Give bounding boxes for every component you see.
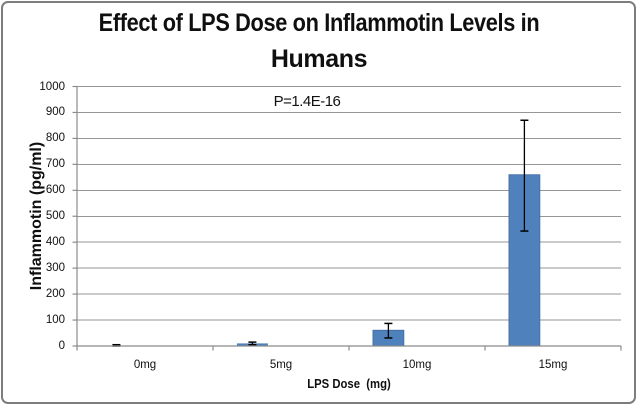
y-tick-label-700: 700 bbox=[45, 158, 65, 171]
y-tick-label-600: 600 bbox=[45, 184, 65, 197]
chart-title-line-2: Humans bbox=[270, 45, 368, 73]
x-tick-label-5mg: 5mg bbox=[269, 359, 293, 371]
y-tick-label-200: 200 bbox=[45, 288, 65, 301]
y-tick-label-900: 900 bbox=[45, 106, 65, 119]
chart-title: Effect of LPS Dose on Inflammotin Levels… bbox=[0, 5, 638, 77]
x-tick-label-15mg: 15mg bbox=[538, 359, 568, 371]
y-tick-label-400: 400 bbox=[45, 236, 65, 249]
y-tick-label-500: 500 bbox=[45, 210, 65, 223]
axes bbox=[72, 85, 622, 351]
x-tick-label-0mg: 0mg bbox=[133, 359, 157, 371]
y-tick-label-0: 0 bbox=[58, 340, 65, 352]
y-tick-label-800: 800 bbox=[45, 132, 65, 145]
x-axis-title: LPS Dose (mg) bbox=[307, 376, 391, 391]
y-tick-label-300: 300 bbox=[45, 262, 65, 275]
x-tick-label-10mg: 10mg bbox=[402, 359, 432, 371]
y-tick-label-1000: 1000 bbox=[39, 80, 65, 93]
p-value-annotation: P=1.4E-16 bbox=[273, 92, 341, 110]
y-tick-label-100: 100 bbox=[45, 314, 65, 327]
error-bars bbox=[112, 119, 529, 347]
chart-title-line-1: Effect of LPS Dose on Inflammotin Levels… bbox=[98, 9, 540, 37]
